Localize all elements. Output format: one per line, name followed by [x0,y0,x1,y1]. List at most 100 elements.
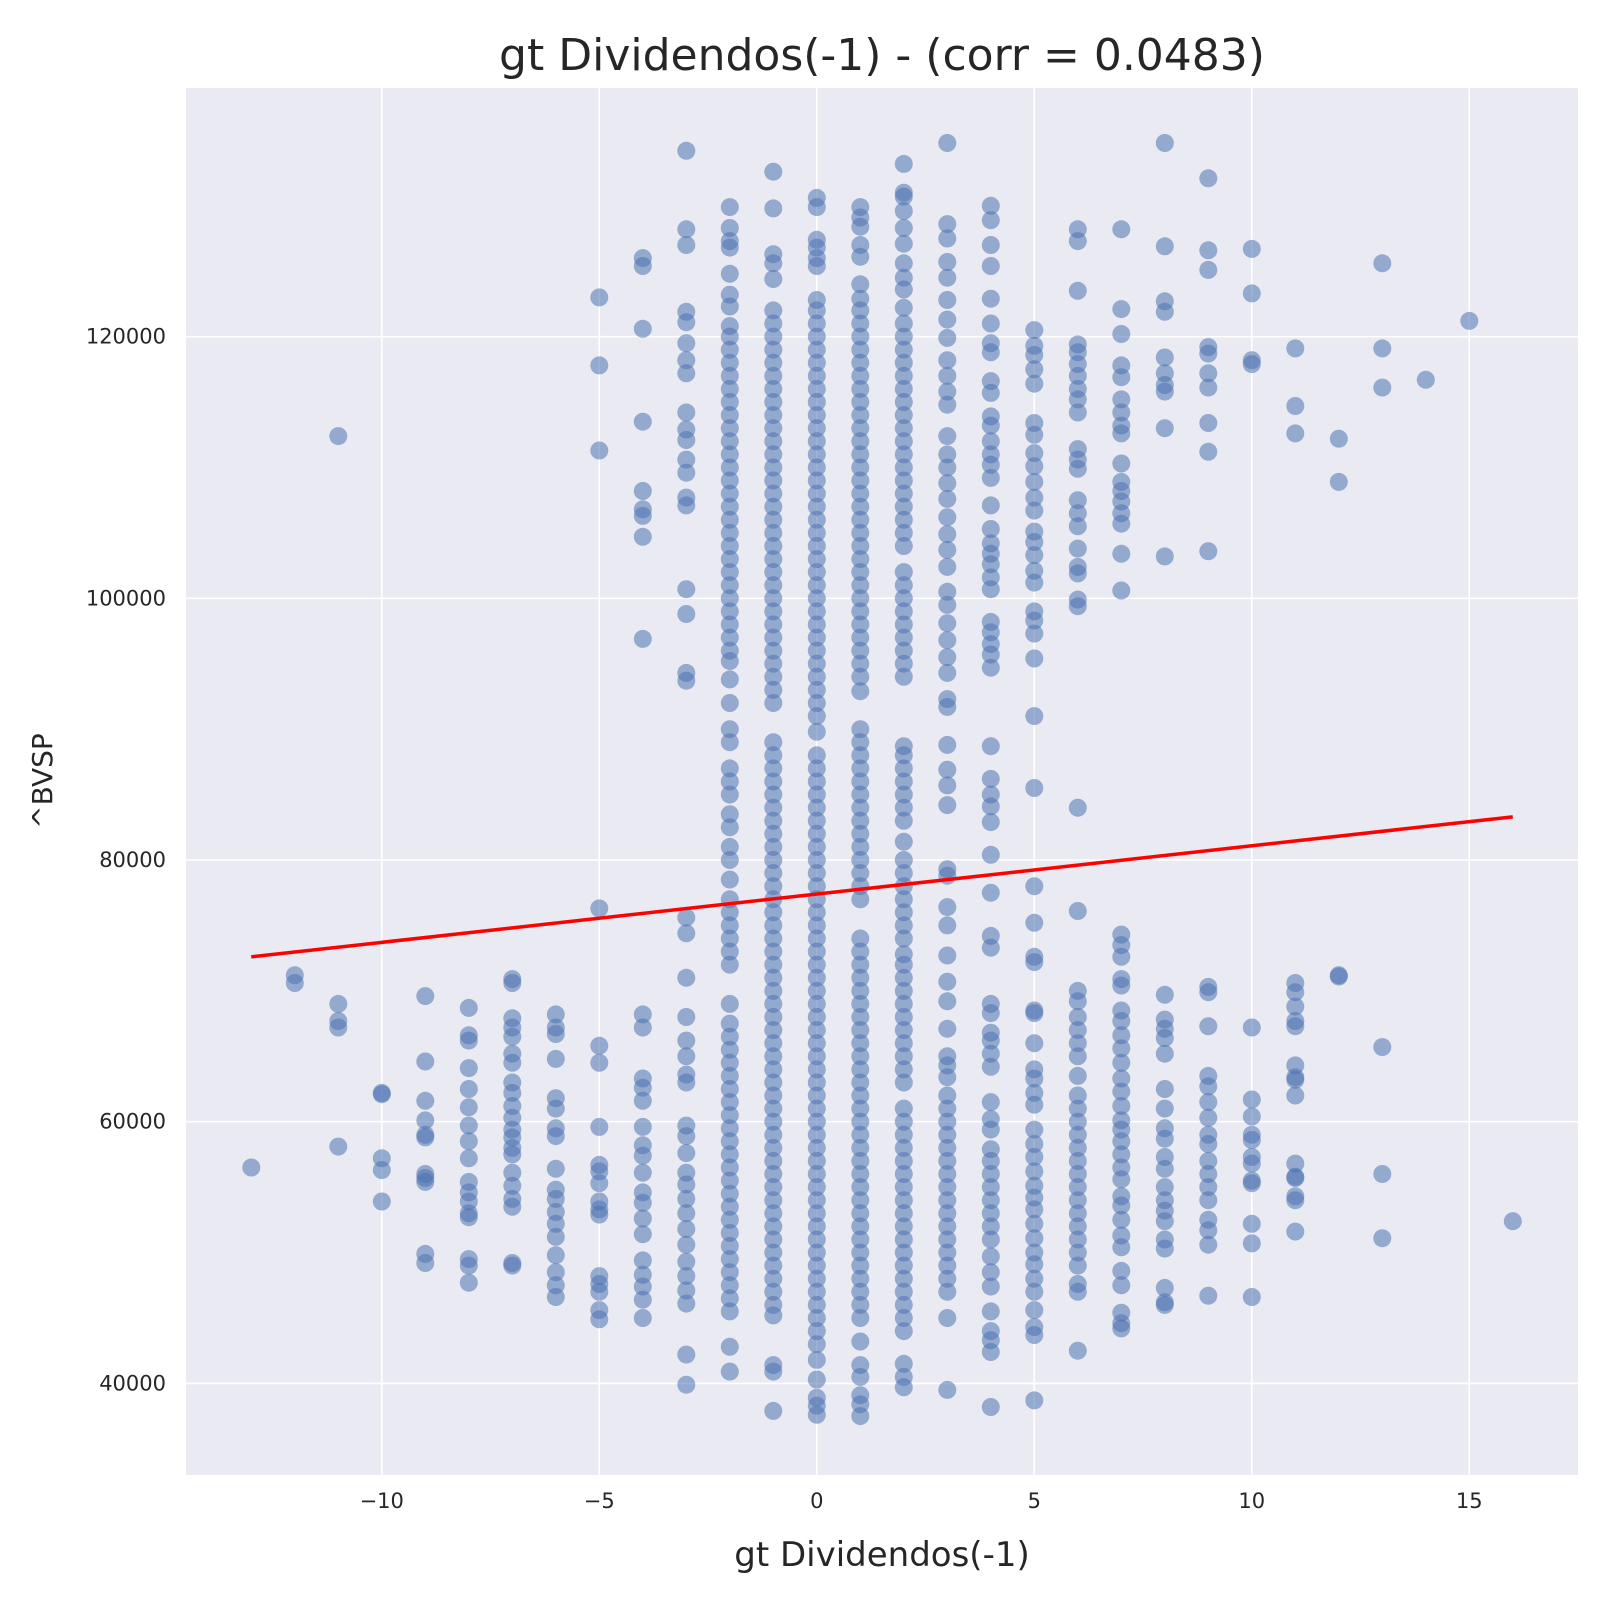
data-point [894,589,913,608]
data-point [1112,1069,1131,1088]
data-point [981,883,1000,902]
data-point [677,1144,696,1163]
data-point [938,474,957,493]
data-point [851,641,870,660]
data-point [720,628,739,647]
data-point [329,1137,348,1156]
data-point [938,648,957,667]
data-point [807,877,826,896]
data-point [807,1034,826,1053]
data-point [807,458,826,477]
data-point [1068,1178,1087,1197]
data-point [894,432,913,451]
data-point [416,1128,435,1147]
data-point [329,994,348,1013]
data-point [720,563,739,582]
data-point [981,343,1000,362]
data-point [1155,1239,1174,1258]
data-point [1068,366,1087,385]
data-point [1112,368,1131,387]
data-point [1242,1214,1261,1233]
data-point [1112,976,1131,995]
data-point [764,1178,783,1197]
data-point [720,264,739,283]
data-point [851,1034,870,1053]
data-point [1242,1107,1261,1126]
data-point [1068,1066,1087,1085]
data-point [851,720,870,739]
data-point [677,463,696,482]
data-point [851,327,870,346]
data-point [764,1204,783,1223]
data-point [894,393,913,411]
data-point [807,393,826,411]
data-point [851,314,870,333]
data-point [764,824,783,843]
data-point [590,1053,609,1072]
data-point [720,1080,739,1098]
data-point [1068,1282,1087,1301]
data-point [807,1335,826,1354]
data-point [720,694,739,712]
data-point [372,1085,391,1104]
data-point [807,1047,826,1066]
x-tick-labels: −10 −5 0 5 10 15 [360,1489,1483,1513]
data-point [851,1021,870,1040]
data-point [764,419,783,438]
data-point [981,938,1000,957]
data-point [677,1008,696,1026]
data-point [720,198,739,217]
data-point [677,220,696,239]
data-point [1155,419,1174,438]
data-point [981,845,1000,864]
data-point [851,654,870,673]
data-point [894,406,913,425]
data-point [764,772,783,791]
data-point [1025,360,1044,379]
data-point [764,694,783,712]
data-point [938,796,957,815]
data-point [981,1031,1000,1050]
data-point [720,1237,739,1255]
data-point [1286,397,1305,415]
data-point [720,484,739,503]
data-point [807,366,826,385]
data-point [1025,1162,1044,1181]
data-point [1068,1086,1087,1105]
data-point [459,1208,478,1227]
data-point [807,837,826,856]
data-point [851,1112,870,1131]
data-point [720,759,739,778]
data-point [1025,1214,1044,1233]
data-point [938,760,957,779]
data-point [851,563,870,582]
data-point [1199,364,1218,383]
data-point [546,1099,565,1118]
data-point [938,1086,957,1105]
data-point [1286,1086,1305,1105]
data-point [1155,985,1174,1004]
data-point [503,1256,522,1275]
data-point [807,680,826,699]
data-point [677,1047,696,1066]
data-point [1373,1165,1392,1183]
data-point [807,851,826,869]
data-point [807,1008,826,1026]
data-point [938,663,957,682]
data-point [1068,1204,1087,1223]
data-point [546,1263,565,1282]
data-point [807,550,826,569]
data-point [720,497,739,516]
data-point [416,987,435,1006]
data-point [1199,241,1218,260]
data-point [1068,459,1087,478]
data-point [851,380,870,398]
data-point [1329,472,1348,491]
data-point [894,602,913,621]
data-point [938,1380,957,1399]
data-point [459,1098,478,1117]
data-point [894,1295,913,1314]
data-point [1025,488,1044,507]
data-point [1068,1047,1087,1066]
data-point [764,406,783,425]
